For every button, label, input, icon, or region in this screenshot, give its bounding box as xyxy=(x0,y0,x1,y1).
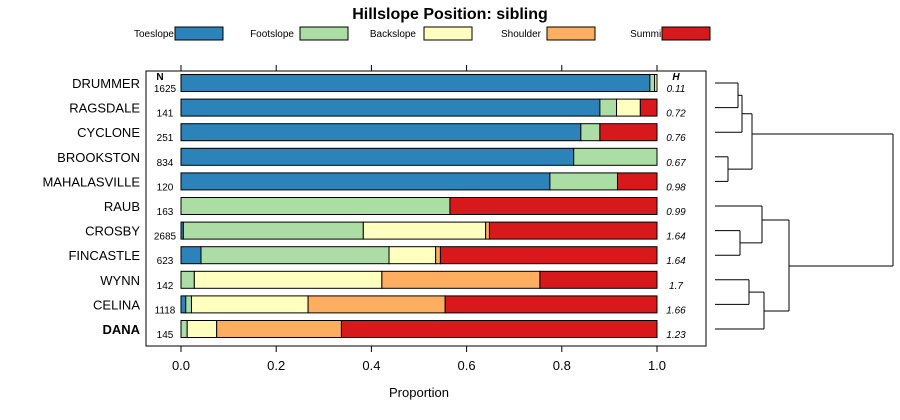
h-value-cyclone: 0.76 xyxy=(666,133,686,144)
legend-label-shoulder: Shoulder xyxy=(501,29,542,40)
bar-segment-ragsdale-backslope xyxy=(616,98,641,117)
series-labels: DRUMMER RAGSDALE CYCLONE BROOKSTON MAHALASVI… xyxy=(42,76,140,337)
h-column-header: H xyxy=(672,72,680,83)
n-value-drummer: 1625 xyxy=(154,84,177,95)
legend-label-toeslope: Toeslope xyxy=(134,29,174,40)
bar-segment-dana-footslope xyxy=(180,320,188,338)
bar-segment-celina-footslope xyxy=(185,295,192,314)
plot-frame xyxy=(145,70,707,347)
n-value-wynn: 142 xyxy=(157,281,174,292)
bar-segment-wynn-summit xyxy=(539,270,658,289)
bar-segment-fincastle-summit xyxy=(439,246,658,265)
legend-label-backslope: Backslope xyxy=(370,29,417,40)
x-tick-label: 0.6 xyxy=(458,358,476,373)
h-value-brookston: 0.67 xyxy=(666,158,686,169)
h-value-ragsdale: 0.72 xyxy=(666,109,686,120)
bar-segment-celina-shoulder xyxy=(307,295,446,314)
h-value-celina: 1.66 xyxy=(666,305,686,316)
n-value-ragsdale: 141 xyxy=(157,109,174,120)
bar-segment-fincastle-backslope xyxy=(388,246,437,265)
bar-segment-drummer-backslope xyxy=(654,74,658,92)
row-label-celina: CELINA xyxy=(93,297,140,312)
bar-segment-wynn-shoulder xyxy=(381,270,541,289)
n-column-header: N xyxy=(156,72,163,83)
x-tick-label: 0.0 xyxy=(172,358,190,373)
chart-title: Hillslope Position: sibling xyxy=(352,6,548,23)
bar-segment-fincastle-shoulder xyxy=(435,246,441,265)
bar-segment-drummer-toeslope xyxy=(180,74,651,92)
bar-segment-crosby-summit xyxy=(488,221,658,240)
row-label-fincastle: FINCASTLE xyxy=(68,248,140,263)
n-value-mahalasville: 120 xyxy=(157,182,174,193)
bar-segment-ragsdale-footslope xyxy=(599,98,618,117)
n-value-fincastle: 623 xyxy=(157,256,174,267)
x-axis: 0.0 0.2 0.4 0.6 0.8 1.0 xyxy=(172,65,666,373)
legend-swatch-summit xyxy=(661,26,711,41)
h-value-dana: 1.23 xyxy=(666,330,686,341)
bar-segment-celina-toeslope xyxy=(180,295,187,314)
h-value-crosby: 1.64 xyxy=(666,232,686,243)
row-label-drummer: DRUMMER xyxy=(72,76,140,91)
h-value-drummer: 0.11 xyxy=(667,84,686,95)
bar-segment-cyclone-footslope xyxy=(580,123,601,142)
x-axis-title: Proportion xyxy=(389,385,449,400)
bar-segment-brookston-footslope xyxy=(573,147,658,166)
x-tick-label: 1.0 xyxy=(648,358,666,373)
legend: Toeslope Footslope Backslope Shoulder Summit xyxy=(134,26,711,41)
dendrogram xyxy=(715,82,894,330)
h-value-wynn: 1.7 xyxy=(669,281,683,292)
bar-segment-cyclone-toeslope xyxy=(180,123,582,142)
row-label-dana: DANA xyxy=(102,322,140,337)
n-value-brookston: 834 xyxy=(157,158,174,169)
bars: 1625 0.11 141 0.72 251 0.76 834 0.67 120 0.98 163 0… xyxy=(154,74,686,341)
bar-segment-drummer-footslope xyxy=(649,74,656,92)
bar-segment-mahalasville-summit xyxy=(616,172,658,191)
bar-segment-crosby-shoulder xyxy=(485,221,490,240)
legend-swatch-shoulder xyxy=(546,26,596,41)
bar-segment-fincastle-footslope xyxy=(200,246,390,265)
bar-segment-raub-footslope xyxy=(180,197,451,215)
bar-segment-wynn-backslope xyxy=(193,270,383,289)
bar-segment-ragsdale-summit xyxy=(639,98,658,117)
bar-segment-dana-summit xyxy=(340,320,658,338)
n-value-crosby: 2685 xyxy=(154,232,177,243)
legend-label-summit: Summit xyxy=(630,29,664,40)
bar-segment-ragsdale-toeslope xyxy=(180,98,601,117)
h-value-fincastle: 1.64 xyxy=(666,256,686,267)
bar-segment-fincastle-toeslope xyxy=(180,246,202,265)
h-value-raub: 0.99 xyxy=(666,207,686,218)
row-label-crosby: CROSBY xyxy=(85,224,140,239)
row-label-cyclone: CYCLONE xyxy=(77,125,140,140)
row-label-raub: RAUB xyxy=(104,199,140,214)
bar-segment-crosby-footslope xyxy=(182,221,364,240)
legend-swatch-footslope xyxy=(299,26,349,41)
legend-swatch-toeslope xyxy=(174,26,224,41)
n-value-dana: 145 xyxy=(157,330,174,341)
n-value-celina: 1118 xyxy=(155,305,176,316)
legend-swatch-backslope xyxy=(423,26,473,41)
h-value-mahalasville: 0.98 xyxy=(666,182,686,193)
bar-segment-celina-summit xyxy=(444,295,658,314)
row-label-wynn: WYNN xyxy=(100,273,140,288)
bar-segment-wynn-footslope xyxy=(180,270,195,289)
bar-segment-crosby-backslope xyxy=(362,221,487,240)
legend-label-footslope: Footslope xyxy=(250,29,294,40)
bar-segment-dana-shoulder xyxy=(216,320,342,338)
bar-segment-cyclone-summit xyxy=(599,123,658,142)
row-label-mahalasville: MAHALASVILLE xyxy=(42,174,140,189)
x-tick-label: 0.4 xyxy=(362,358,380,373)
n-value-raub: 163 xyxy=(157,207,174,218)
bar-segment-brookston-toeslope xyxy=(180,147,575,166)
bar-segment-mahalasville-footslope xyxy=(549,172,618,191)
bar-segment-celina-backslope xyxy=(190,295,309,314)
row-label-ragsdale: RAGSDALE xyxy=(69,101,140,116)
x-tick-label: 0.8 xyxy=(553,358,571,373)
x-tick-label: 0.2 xyxy=(267,358,285,373)
bar-segment-mahalasville-toeslope xyxy=(180,172,551,191)
row-label-brookston: BROOKSTON xyxy=(57,150,140,165)
bar-segment-raub-summit xyxy=(449,197,658,215)
n-value-cyclone: 251 xyxy=(157,133,174,144)
bar-segment-dana-backslope xyxy=(186,320,218,338)
